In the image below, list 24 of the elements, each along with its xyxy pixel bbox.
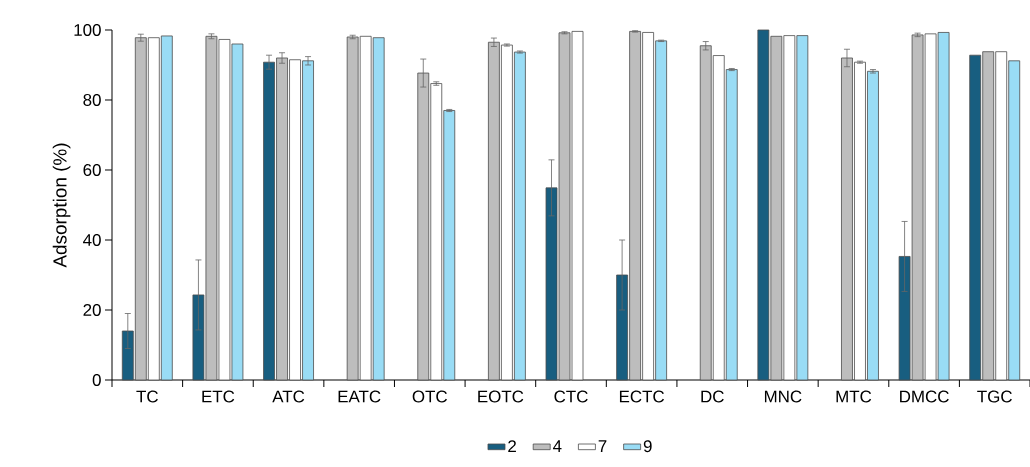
x-tick-label: EATC (338, 390, 381, 403)
y-tick-label: 40 (83, 234, 101, 246)
x-tick-label: DC (701, 390, 724, 403)
x-tick-label: OTC (412, 390, 448, 403)
y-tick-label: 100 (74, 24, 101, 36)
x-tick-label: DMCC (900, 390, 949, 403)
x-tick-label: ATC (272, 390, 305, 403)
legend-label: 4 (552, 440, 562, 452)
x-tick-label: ETC (202, 390, 235, 403)
legend-label: 2 (508, 440, 516, 453)
x-tick-label: TGC (977, 390, 1012, 403)
y-tick-label: 80 (83, 94, 101, 106)
x-tick-label: MNC (764, 390, 802, 403)
y-tick-label: 60 (83, 164, 101, 176)
x-tick-label: EOTC (478, 390, 524, 403)
x-tick-label: ECTC (619, 390, 665, 403)
x-tick-label: TC (136, 390, 158, 403)
legend-label: 7 (598, 440, 607, 452)
x-tick-label: CTC (554, 390, 588, 403)
y-axis-title: Adsorption (%) (52, 143, 71, 268)
legend-label: 9 (643, 440, 652, 453)
y-tick-label: 0 (92, 374, 101, 386)
y-tick-label: 20 (83, 304, 101, 316)
x-tick-label: MTC (836, 390, 872, 403)
